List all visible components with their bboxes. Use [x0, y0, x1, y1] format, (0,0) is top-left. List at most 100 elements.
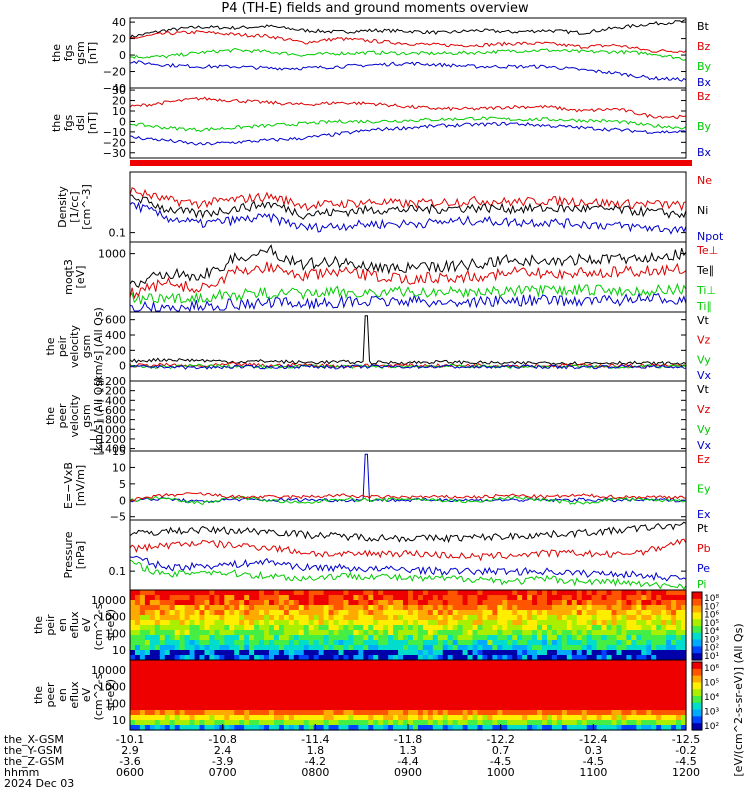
panel-ylabel: [nT]: [86, 42, 99, 64]
orbit-value: -4.5: [490, 755, 511, 768]
chart-title: P4 (TH-E) fields and ground moments over…: [221, 1, 529, 16]
legend-entry: Vz: [697, 403, 711, 416]
legend-entry: Ti∥: [696, 300, 712, 313]
orbit-value: 0800: [301, 766, 329, 779]
series-line: [129, 60, 687, 82]
panel-ylabel: sr-eV): [104, 609, 117, 641]
panel-ylabel: [km/s] (All Qs): [92, 307, 105, 386]
panel-ylabel: eflux: [68, 681, 81, 709]
colorbar-tick: 10²: [704, 722, 719, 732]
legend-entry: Pb: [697, 542, 711, 555]
tick-label: −200: [96, 385, 126, 398]
panel-ylabel: E=−VxB: [62, 462, 75, 509]
colorbar-swatch: [692, 723, 702, 731]
colorbar-tick: 10⁴: [704, 693, 719, 703]
panel-ylabel: the: [32, 616, 45, 634]
colorbar-swatch: [692, 682, 702, 690]
panel-ylabel: dsl: [74, 115, 87, 131]
panel-frame: [129, 380, 687, 452]
panel-ylabel: [cm^-3]: [80, 184, 93, 230]
panel-ylabel: [1/cc]: [68, 191, 81, 222]
tick-label: −200: [96, 375, 126, 388]
tick-label: −400: [96, 394, 126, 407]
series-line: [129, 495, 687, 506]
spectrogram: [130, 660, 687, 731]
colorbar-swatch: [692, 716, 702, 724]
panel-ylabel: peer: [56, 403, 69, 429]
legend-entry: Vt: [697, 383, 710, 396]
series-line: [129, 521, 687, 544]
orbit-value: -12.2: [486, 733, 514, 746]
legend-entry: Bx: [697, 146, 712, 159]
colorbar-swatch: [692, 619, 702, 627]
orbit-row-label: the_X-GSM: [4, 733, 64, 746]
panel-ylabel: fgs: [62, 114, 75, 131]
panel-ylabel: (cm^2-s-: [92, 600, 105, 651]
panel-ylabel: peir: [44, 614, 57, 636]
colorbar-tick: 10³: [704, 635, 719, 645]
panel-ylabel: Pressure: [62, 531, 75, 578]
colorbar-swatch: [692, 702, 702, 711]
panel-ylabel: gsm: [80, 335, 93, 358]
panel-ylabel: the: [44, 337, 57, 355]
tick-label: 40: [112, 16, 126, 29]
series-line: [129, 364, 687, 370]
legend-entry: Ey: [697, 483, 711, 496]
tick-label: 0: [119, 494, 126, 507]
panel-ylabel: moqt3: [62, 259, 75, 295]
tick-label: 1000: [98, 681, 126, 694]
legend-entry: Ez: [697, 453, 710, 466]
tick-label: −20: [103, 66, 126, 79]
panel-ylabel: (cm^2-s-: [92, 670, 105, 721]
orbit-value: -12.5: [672, 733, 700, 746]
legend-entry: Npot: [697, 230, 724, 243]
series-line: [129, 282, 687, 305]
tick-label: 0: [119, 49, 126, 62]
orbit-value: -4.2: [305, 755, 326, 768]
series-line: [129, 30, 687, 54]
colorbar-tick: 10⁵: [704, 679, 719, 689]
panel-ylabel: peer: [44, 682, 57, 708]
legend-entry: Vy: [697, 353, 711, 366]
tick-label: 5: [119, 478, 126, 491]
date-label: 2024 Dec 03: [4, 777, 74, 790]
tick-label: 0: [119, 115, 126, 128]
panel-ylabel: the: [32, 686, 45, 704]
orbit-value: 0600: [116, 766, 144, 779]
orbit-row-label: the_Z-GSM: [4, 755, 64, 768]
series-line: [129, 292, 687, 313]
colorbar-swatch: [692, 668, 702, 677]
panel-ylabel: peir: [56, 335, 69, 357]
tick-label: 10: [112, 461, 126, 474]
legend-entry: Vx: [697, 369, 712, 382]
legend-entry: Vx: [697, 439, 712, 452]
panel-ylabel: sr-eV): [104, 679, 117, 711]
panel-ylabel: the: [50, 44, 63, 62]
panel-ylabel: velocity: [68, 325, 81, 368]
legend-entry: Ne: [697, 174, 712, 187]
legend-entry: Vz: [697, 334, 711, 347]
tick-label: −20: [103, 136, 126, 149]
orbit-value: -11.4: [301, 733, 329, 746]
colorbar-frame: [691, 591, 703, 661]
panel-ylabel: eflux: [68, 611, 81, 639]
series-line: [129, 492, 687, 503]
panel-ylabel: eV: [80, 687, 93, 702]
colorbar-swatch: [692, 605, 702, 613]
panel-ylabel: fgs: [62, 44, 75, 61]
legend-entry: Vy: [697, 423, 711, 436]
tick-label: 400: [105, 329, 126, 342]
colorbar-frame: [691, 661, 703, 731]
panel-frame: [129, 87, 687, 159]
series-line: [129, 96, 687, 120]
orbit-value: 1100: [579, 766, 607, 779]
orbit-value: 2.4: [214, 744, 232, 757]
series-line: [129, 244, 687, 288]
series-line: [129, 555, 687, 582]
tick-label: 1000: [98, 248, 126, 261]
colorbar-swatch: [692, 662, 702, 670]
tick-label: 10000: [91, 594, 126, 607]
tick-label: −1000: [89, 423, 126, 436]
colorbar-swatch: [692, 612, 702, 620]
orbit-value: -4.5: [583, 755, 604, 768]
